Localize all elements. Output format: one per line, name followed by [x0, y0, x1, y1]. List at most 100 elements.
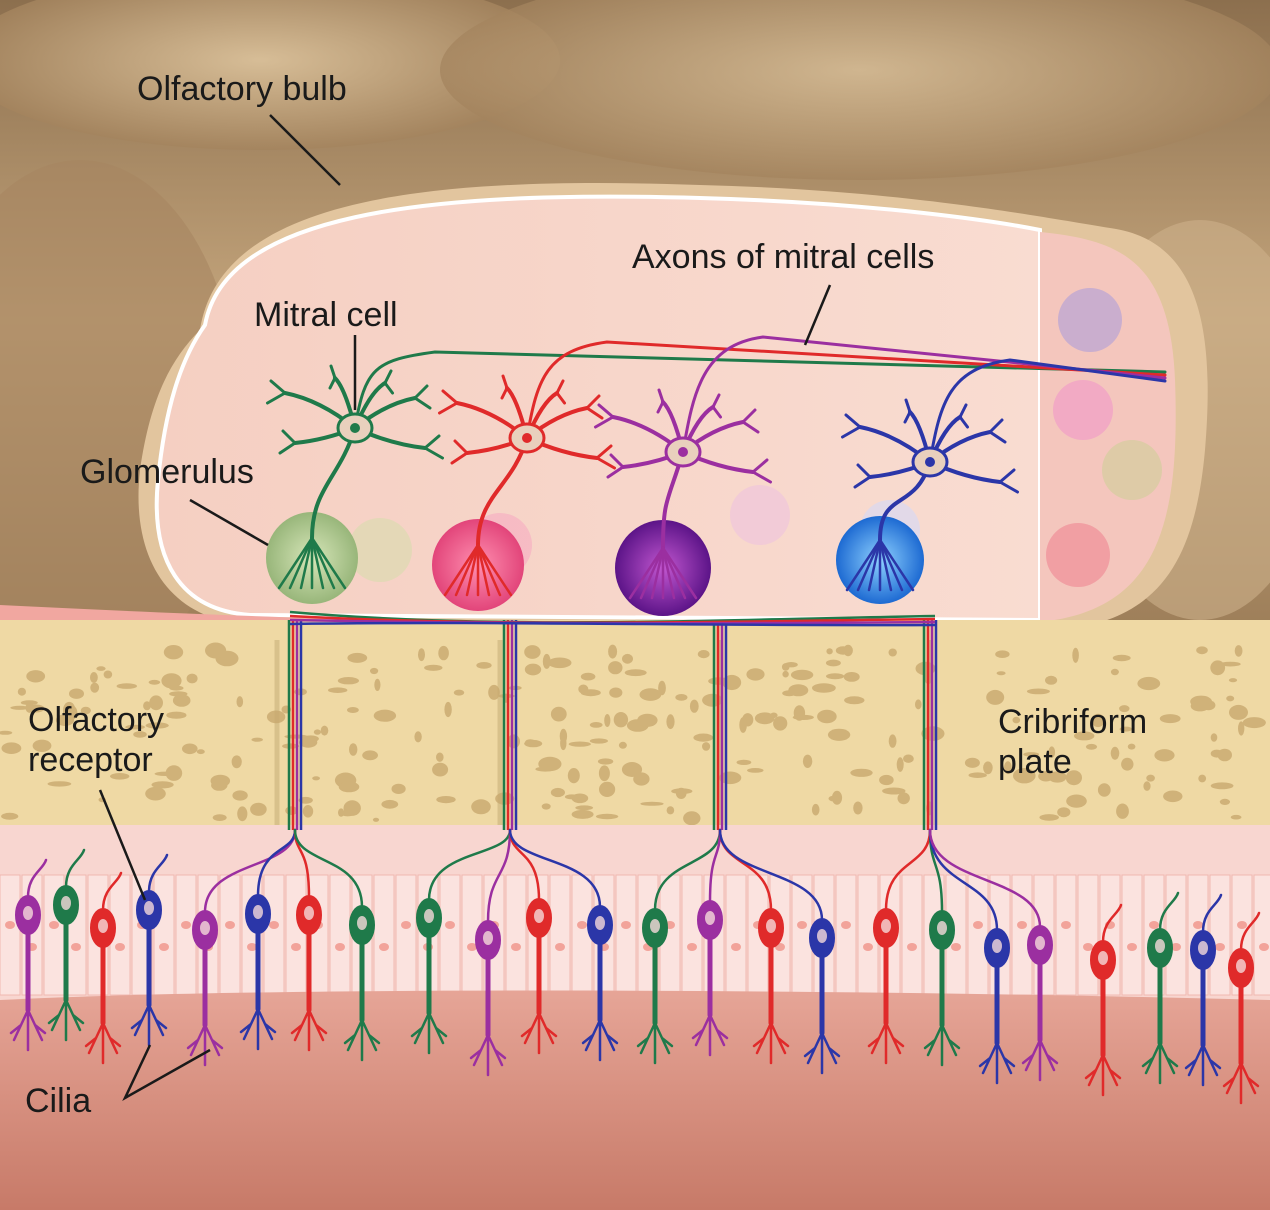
receptor-cilia	[84, 1021, 122, 1065]
bone-pore	[1234, 645, 1243, 657]
bone-pore	[675, 694, 688, 701]
epithelial-nucleus	[577, 921, 587, 929]
mitral-dendrite-branch	[606, 453, 625, 479]
label-olfactory-receptor-line1: Olfactory	[28, 701, 164, 739]
bone-pore	[145, 722, 169, 729]
receptor-nucleus	[705, 911, 715, 925]
bone-pore	[438, 645, 449, 661]
olfactory-receptor-blue	[928, 828, 1016, 1085]
bone-pore	[835, 646, 851, 655]
receptor-cilia	[581, 1018, 619, 1062]
bone-pore	[888, 648, 897, 657]
bone-pore	[618, 741, 627, 749]
bone-pore	[968, 772, 987, 778]
bone-pore	[683, 811, 701, 826]
epithelial-nucleus	[335, 943, 345, 951]
receptor-nucleus	[61, 896, 71, 910]
bone-pore	[1085, 743, 1098, 750]
bone-pore	[658, 680, 666, 696]
epithelial-nucleus	[797, 921, 807, 929]
leader-axons	[803, 284, 832, 346]
mitral-primary-dendrite	[310, 426, 357, 540]
bone-pore	[476, 662, 492, 669]
bone-pore	[1159, 714, 1181, 724]
mitral-dendrite-branch	[266, 379, 287, 405]
receptor-nucleus	[200, 921, 210, 935]
olfactory-receptor-blue	[130, 853, 169, 1047]
brain-fold	[440, 0, 1270, 180]
mitral-axon	[353, 350, 1167, 430]
mitral-dendrite-branch	[500, 374, 509, 400]
olfactory-receptor-red	[867, 828, 932, 1065]
bone-pore	[1, 812, 19, 820]
bone-pore	[212, 814, 227, 821]
epithelial-nucleus	[1083, 943, 1093, 951]
bone-pore	[373, 709, 397, 722]
receptor-cilia	[520, 1011, 558, 1055]
leader-glomerulus	[189, 498, 269, 547]
bone-pore	[328, 687, 348, 693]
bone-pore	[1238, 721, 1245, 736]
leader-lines	[98, 114, 832, 1102]
mitral-dendrite-branch	[328, 364, 337, 390]
bone-pore	[550, 706, 567, 722]
bone-pore	[524, 645, 541, 659]
receptor-axon	[486, 828, 512, 924]
bone-pore	[897, 792, 910, 805]
epithelial-cell	[1077, 874, 1099, 996]
bone-pore	[1190, 700, 1210, 712]
bone-pore	[362, 750, 378, 761]
receptor-cilia	[47, 998, 85, 1042]
epithelial-nucleus	[951, 943, 961, 951]
bone-pore	[802, 754, 813, 768]
bulb-cross-section-glomerulus	[1053, 380, 1113, 440]
bone-pore	[1210, 782, 1234, 790]
bone-pore	[817, 709, 837, 724]
bone-pore	[812, 683, 836, 693]
label-cribriform-plate-line2: plate	[998, 743, 1072, 781]
epithelial-nucleus	[445, 921, 455, 929]
bone-pore	[613, 712, 629, 728]
bone-pore	[542, 653, 551, 669]
epithelial-nucleus	[1215, 943, 1225, 951]
label-cribriform-plate-line1: Cribriform	[998, 703, 1147, 741]
bone-pore	[598, 765, 610, 782]
receptor-nucleus	[992, 939, 1002, 953]
mitral-dendrite-branch	[585, 394, 604, 420]
mitral-axon	[928, 358, 1167, 464]
bone-pore	[567, 768, 580, 784]
epithelial-nucleus	[555, 943, 565, 951]
receptor-cilia	[239, 1007, 277, 1051]
glomerular-tuft	[476, 543, 502, 597]
receptor-cilia	[1141, 1041, 1179, 1085]
glomerular-tuft	[476, 543, 491, 597]
glomerular-tuft	[443, 543, 480, 597]
receptor-axon	[64, 848, 86, 889]
bone-pore	[608, 644, 618, 659]
glomerular-tuft	[845, 538, 882, 592]
bone-pore	[640, 801, 664, 806]
epithelial-nucleus	[467, 943, 477, 951]
bone-pore	[1012, 716, 1021, 724]
receptor-axon	[1201, 893, 1223, 934]
glomerular-tuft	[310, 536, 325, 590]
bone-pore	[96, 666, 106, 671]
receptor-nucleus	[1155, 939, 1165, 953]
epithelial-nucleus	[907, 943, 917, 951]
mitral-dendrite-branch	[595, 444, 616, 470]
receptor-nucleus	[937, 921, 947, 935]
epithelial-nucleus	[973, 921, 983, 929]
epithelial-cell	[153, 874, 175, 996]
bone-pore	[186, 673, 198, 684]
bone-pore	[915, 661, 936, 676]
glomerular-tuft	[454, 543, 480, 597]
bone-pore	[1210, 733, 1218, 742]
bone-pore	[589, 738, 609, 744]
olfactory-receptor-red	[84, 871, 123, 1065]
bone-pore	[340, 810, 355, 817]
bone-pore	[196, 749, 205, 755]
bone-pore	[693, 733, 714, 742]
bone-pore	[1013, 768, 1036, 784]
bone-pore	[20, 700, 38, 706]
bone-pore	[337, 677, 359, 685]
